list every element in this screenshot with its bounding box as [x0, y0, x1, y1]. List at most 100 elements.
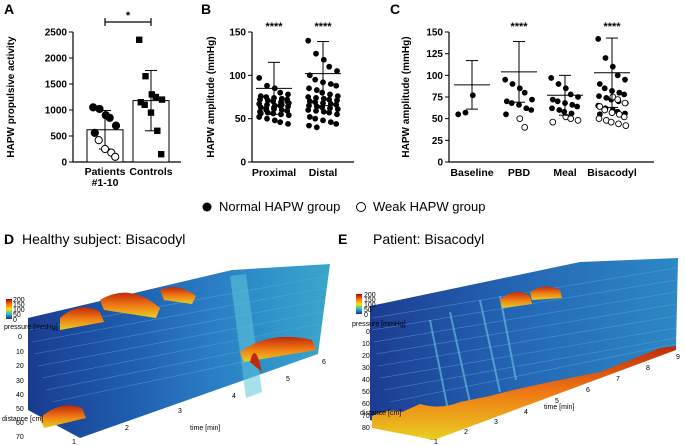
chart-a-x-tick-label: #1-10 — [92, 177, 119, 189]
manometry-d-time-tick: 5 — [286, 376, 290, 383]
chart-a-y-label: HAPW propulsive activity — [6, 36, 17, 158]
chart-c-weak-point — [549, 118, 557, 126]
manometry-e: Patient: Bisacodyl 200 150 100 50 0 — [352, 231, 680, 446]
manometry-d-time-tick: 4 — [232, 393, 236, 400]
chart-b-point — [306, 98, 313, 105]
chart-b-point — [313, 107, 319, 114]
chart-c-normal-point — [556, 107, 563, 113]
chart-a-y-tick-label: 1000 — [45, 106, 68, 117]
chart-b-point — [306, 122, 312, 129]
chart-a-point — [111, 121, 121, 130]
chart-c-normal-point — [549, 96, 556, 103]
chart-c-normal-point — [622, 76, 628, 83]
manometry-d-pressure-tick: 50 — [13, 312, 21, 319]
chart-b-point — [264, 115, 270, 122]
chart-c-normal-point — [574, 103, 581, 110]
chart-c-normal-point — [503, 111, 509, 118]
chart-b-point — [306, 114, 313, 120]
legend-normal-marker — [202, 202, 212, 212]
manometry-e-time-tick: 5 — [555, 398, 559, 405]
chart-b-point — [334, 111, 340, 118]
chart-b: 0 50 100 150 HAPW amplitude (mmHg) Proximal **… — [206, 21, 354, 179]
chart-c-normal-point — [602, 55, 609, 61]
chart-a: 0 500 1000 1500 2000 2500 HAPW propulsive acti… — [6, 10, 181, 189]
chart-b-point — [313, 124, 320, 131]
chart-a-point — [147, 109, 155, 116]
chart-a-point — [158, 96, 166, 103]
chart-b-point — [264, 97, 271, 104]
panel-label-b: B — [201, 1, 211, 17]
chart-c-y-tick-label: 50 — [432, 114, 444, 125]
chart-b-point — [278, 111, 284, 118]
chart-b-point — [284, 98, 291, 105]
chart-a-point — [141, 101, 148, 108]
chart-b-point — [256, 75, 263, 81]
chart-b-point — [312, 76, 319, 83]
chart-c-y-tick-label: 0 — [437, 158, 443, 169]
manometry-d-pressure-tick: 200 — [13, 297, 25, 304]
chart-b-point — [320, 117, 326, 124]
chart-c-normal-point — [548, 75, 555, 81]
manometry-d-distance-tick: 60 — [16, 420, 24, 427]
chart-c-normal-point — [508, 100, 515, 106]
chart-c-normal-point — [569, 101, 576, 108]
chart-c-normal-point — [603, 94, 610, 101]
manometry-e-colorbar — [356, 294, 362, 314]
chart-c-normal-point — [521, 89, 528, 96]
manometry-e-distance-label: distance [cm] — [360, 410, 401, 417]
chart-a-y-tick-label: 2500 — [45, 28, 68, 39]
manometry-e-distance-tick: 60 — [362, 401, 370, 408]
chart-b-y-tick-label: 50 — [235, 114, 247, 125]
chart-b-point — [320, 95, 327, 102]
chart-a-point — [90, 128, 99, 137]
chart-c-weak-point — [621, 99, 629, 107]
chart-a-point — [94, 136, 103, 145]
chart-c-normal-point — [509, 81, 516, 87]
manometry-e-distance-tick: 10 — [362, 341, 370, 348]
chart-c-weak-point — [574, 117, 582, 124]
chart-c-weak-point — [595, 115, 603, 123]
manometry-d-pressure-label: pressure [mmHg] — [4, 324, 58, 331]
chart-c-normal-point — [529, 96, 535, 103]
panel-label-e: E — [338, 231, 347, 247]
chart-b-point — [278, 107, 285, 113]
panel-label-c: C — [390, 1, 400, 17]
chart-c-normal-point — [455, 111, 462, 118]
manometry-d-distance-tick: 10 — [16, 349, 24, 356]
chart-c-y-tick-label: 150 — [426, 28, 443, 39]
chart-b-point — [313, 50, 319, 57]
chart-b-point — [270, 110, 277, 117]
manometry-d: Healthy subject: Bisacodyl 200 150 100 5… — [2, 231, 330, 446]
chart-c-normal-point — [549, 105, 555, 112]
legend-weak-label: Weak HAPW group — [373, 199, 485, 214]
manometry-d-distance-tick: 50 — [16, 406, 24, 413]
legend-weak-marker — [356, 202, 366, 212]
chart-b-point — [285, 120, 291, 127]
manometry-e-pressure-tick: 0 — [364, 312, 368, 319]
manometry-e-pressure-tick: 50 — [364, 307, 372, 314]
chart-b-point — [257, 96, 263, 103]
chart-c-y-label: HAPW amplitude (mmHg) — [401, 36, 412, 157]
chart-c-normal-point — [596, 81, 603, 87]
manometry-e-distance-tick: 70 — [362, 413, 370, 420]
chart-b-point — [327, 119, 334, 126]
chart-c-normal-point — [562, 85, 569, 92]
chart-c-normal-point — [561, 108, 568, 115]
manometry-d-pressure-tick: 150 — [13, 302, 25, 309]
chart-b-point — [285, 112, 292, 119]
manometry-d-distance-tick: 0 — [18, 334, 22, 341]
chart-c-weak-point — [516, 115, 524, 123]
chart-c-normal-point — [528, 107, 535, 113]
chart-b-point — [327, 101, 334, 107]
chart-b-point — [306, 102, 312, 109]
chart-a-point — [142, 73, 149, 80]
chart-c-y-tick-label: 75 — [432, 93, 444, 104]
chart-c-normal-point — [621, 91, 628, 98]
chart-c-normal-point — [567, 91, 574, 98]
manometry-e-surface — [370, 258, 678, 440]
chart-b-point — [320, 56, 327, 63]
chart-c-x-tick-label: Baseline — [450, 167, 493, 179]
chart-b-point — [257, 104, 264, 111]
chart-b-point — [306, 85, 312, 92]
